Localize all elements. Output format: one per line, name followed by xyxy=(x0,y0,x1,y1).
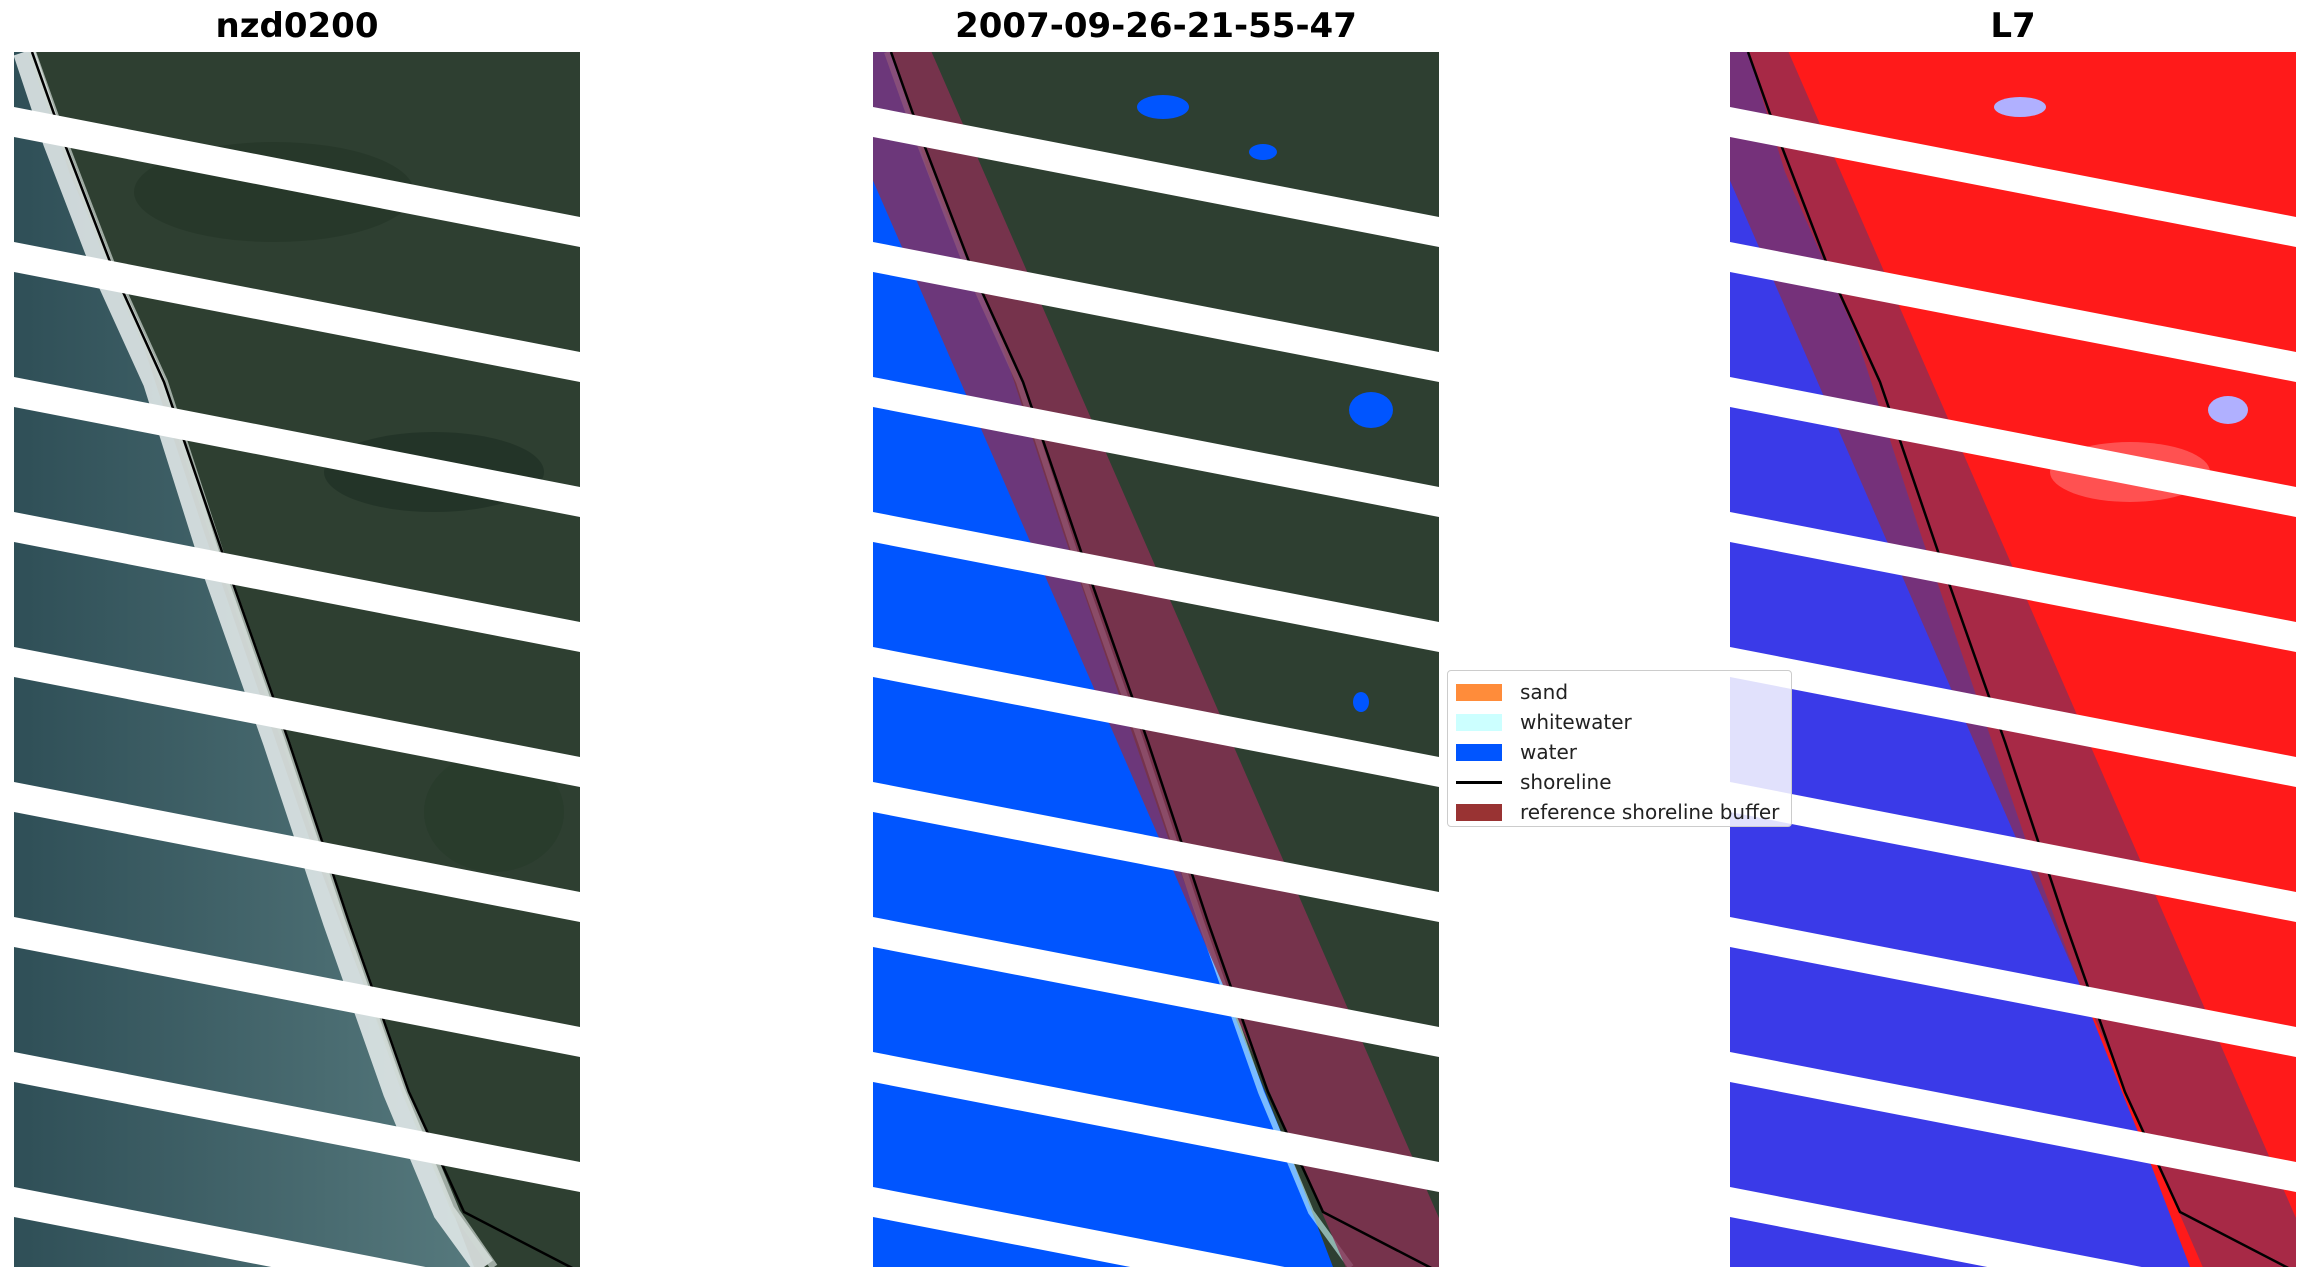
whitewater-swatch xyxy=(1456,713,1502,731)
legend-item-shoreline: shoreline xyxy=(1456,767,1783,797)
legend-label: sand xyxy=(1520,680,1569,704)
panel-title-date: 2007-09-26-21-55-47 xyxy=(955,6,1357,46)
legend-label: shoreline xyxy=(1520,770,1612,794)
water-swatch xyxy=(1456,743,1502,761)
legend-item-whitewater: whitewater xyxy=(1456,707,1783,737)
classification-panel xyxy=(873,52,1439,1267)
legend-label: water xyxy=(1520,740,1577,764)
panel-title-satellite: L7 xyxy=(1990,6,2036,46)
legend: sand whitewater water shoreline referenc… xyxy=(1447,670,1792,827)
panel-title-rgb: nzd0200 xyxy=(215,6,379,46)
rgb-image-panel xyxy=(14,52,580,1267)
legend-item-water: water xyxy=(1456,737,1783,767)
legend-item-reference-buffer: reference shoreline buffer xyxy=(1456,797,1783,827)
sand-swatch xyxy=(1456,683,1502,701)
legend-item-sand: sand xyxy=(1456,677,1783,707)
legend-label: whitewater xyxy=(1520,710,1632,734)
shoreline-line-swatch xyxy=(1456,780,1502,784)
legend-label: reference shoreline buffer xyxy=(1520,800,1780,824)
buffer-swatch xyxy=(1456,803,1502,821)
index-panel xyxy=(1730,52,2296,1267)
